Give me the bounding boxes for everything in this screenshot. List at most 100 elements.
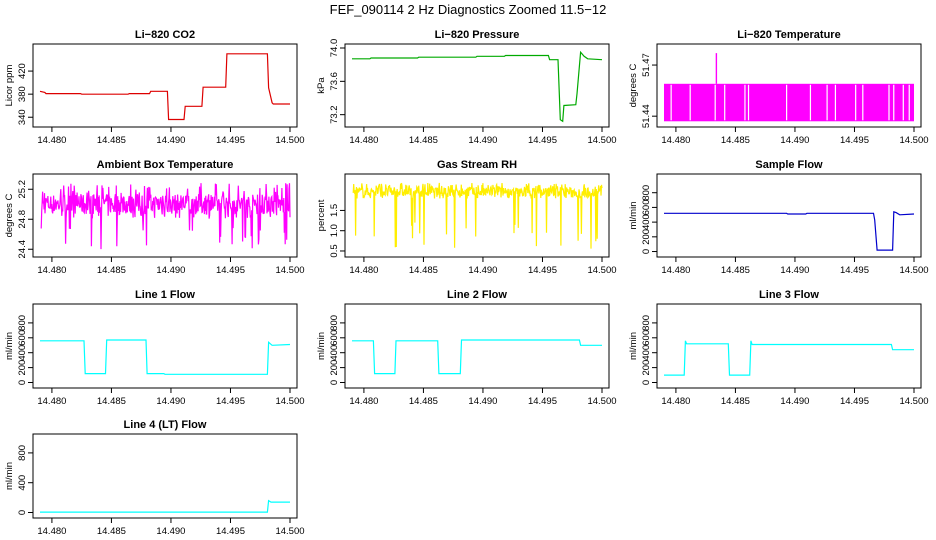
panel-title: Line 2 Flow xyxy=(447,289,507,301)
x-tick-label: 14.485 xyxy=(721,135,750,146)
y-tick-label: 74.0 xyxy=(329,39,340,58)
x-tick-label: 14.480 xyxy=(37,135,66,146)
chart-panel: Line 2 Flow 14.480 14.485 14.490 14.495 14.50… xyxy=(316,289,617,407)
y-tick-label: 200 xyxy=(641,360,652,376)
y-tick-label: 400 xyxy=(17,345,28,361)
y-tick-label: 0 xyxy=(329,380,340,385)
panel-title: Line 3 Flow xyxy=(759,289,819,301)
chart-panel: Line 4 (LT) Flow 14.480 14.485 14.490 14.495… xyxy=(4,419,305,537)
x-tick-label: 14.495 xyxy=(216,265,245,276)
panel-title: Line 1 Flow xyxy=(135,289,195,301)
y-axis-label: ml/min xyxy=(4,332,15,360)
x-tick-label: 14.500 xyxy=(275,396,304,407)
y-tick-label: 0 xyxy=(641,380,652,385)
series-line xyxy=(664,340,914,376)
plot-frame xyxy=(32,43,298,128)
x-tick-label: 14.480 xyxy=(661,265,690,276)
y-tick-label: 73.6 xyxy=(329,72,340,91)
panel-title: Line 4 (LT) Flow xyxy=(124,419,207,431)
x-tick-label: 14.495 xyxy=(216,135,245,146)
y-tick-label: 400 xyxy=(641,345,652,361)
y-tick-label: 400 xyxy=(17,475,28,491)
y-tick-label: 0 xyxy=(17,380,28,385)
series-line xyxy=(40,339,291,375)
y-tick-label: 420 xyxy=(17,63,28,79)
y-tick-label: 800 xyxy=(17,445,28,461)
y-tick-label: 24.4 xyxy=(17,240,28,259)
y-tick-label: 600 xyxy=(641,199,652,215)
y-tick-label: 400 xyxy=(641,214,652,230)
y-tick-label: 600 xyxy=(329,330,340,346)
y-axis-label: percent xyxy=(316,199,327,231)
y-tick-label: 340 xyxy=(17,109,28,125)
x-tick-label: 14.495 xyxy=(528,265,557,276)
y-tick-label: 400 xyxy=(329,345,340,361)
y-tick-label: 1.0 xyxy=(329,224,340,237)
x-tick-label: 14.490 xyxy=(156,396,185,407)
y-tick-label: 200 xyxy=(329,360,340,376)
chart-panel: Li−820 Temperature 14.480 14.485 14.490 14.4… xyxy=(628,29,929,146)
chart-panel: Line 1 Flow 14.480 14.485 14.490 14.495 14.50… xyxy=(4,289,305,407)
y-axis-label: kPa xyxy=(316,77,327,94)
series-band xyxy=(664,83,914,122)
x-tick-label: 14.480 xyxy=(37,526,66,537)
series-line xyxy=(352,50,603,123)
figure-title: FEF_090114 2 Hz Diagnostics Zoomed 11.5−… xyxy=(330,2,607,17)
y-axis-label: degrees C xyxy=(628,63,639,107)
x-tick-label: 14.500 xyxy=(899,396,928,407)
x-tick-label: 14.485 xyxy=(97,526,126,537)
y-tick-label: 51.47 xyxy=(641,53,652,77)
plot-frame xyxy=(344,173,610,258)
x-tick-label: 14.485 xyxy=(409,265,438,276)
plot-frame xyxy=(32,303,298,389)
y-tick-label: 380 xyxy=(17,86,28,102)
panel-title: Li−820 CO2 xyxy=(135,29,195,41)
y-tick-label: 73.2 xyxy=(329,105,340,124)
y-tick-label: 200 xyxy=(17,360,28,376)
panel-title: Li−820 Temperature xyxy=(737,29,840,41)
series-line xyxy=(40,499,290,513)
y-axis-label: Licor ppm xyxy=(4,65,15,107)
y-tick-label: 800 xyxy=(17,315,28,331)
y-tick-label: 600 xyxy=(641,330,652,346)
x-tick-label: 14.490 xyxy=(468,265,497,276)
x-tick-label: 14.500 xyxy=(587,135,616,146)
y-axis-label: ml/min xyxy=(628,202,639,230)
chart-panel: Gas Stream RH 14.480 14.485 14.490 14.495 14.… xyxy=(316,159,617,276)
x-tick-label: 14.480 xyxy=(661,135,690,146)
series-line xyxy=(40,183,291,250)
series-line xyxy=(664,210,915,251)
x-tick-label: 14.500 xyxy=(899,265,928,276)
x-tick-label: 14.490 xyxy=(780,135,809,146)
y-axis-label: ml/min xyxy=(628,332,639,360)
x-tick-label: 14.490 xyxy=(156,265,185,276)
series-line xyxy=(352,182,603,249)
plot-frame xyxy=(344,303,610,389)
y-tick-label: 200 xyxy=(641,229,652,245)
x-tick-label: 14.490 xyxy=(468,135,497,146)
y-axis-label: degrees C xyxy=(4,193,15,237)
x-tick-label: 14.500 xyxy=(275,135,304,146)
x-tick-label: 14.495 xyxy=(840,396,869,407)
plot-frame xyxy=(32,433,298,519)
x-tick-label: 14.485 xyxy=(97,396,126,407)
x-tick-label: 14.485 xyxy=(97,135,126,146)
chart-panels: Li−820 CO2 14.480 14.485 14.490 14.495 14.500… xyxy=(4,29,929,537)
series-line xyxy=(352,339,602,375)
y-tick-label: 800 xyxy=(329,315,340,331)
chart-panel: Ambient Box Temperature 14.480 14.485 14.49… xyxy=(4,159,305,276)
y-tick-label: 0.5 xyxy=(329,244,340,257)
x-tick-label: 14.485 xyxy=(721,396,750,407)
x-tick-label: 14.495 xyxy=(840,265,869,276)
plot-frame xyxy=(32,173,298,258)
y-tick-label: 25.2 xyxy=(17,180,28,199)
x-tick-label: 14.500 xyxy=(899,135,928,146)
x-tick-label: 14.495 xyxy=(216,526,245,537)
x-tick-label: 14.480 xyxy=(349,265,378,276)
panel-title: Gas Stream RH xyxy=(437,159,517,171)
plot-frame xyxy=(656,173,922,258)
plot-frame xyxy=(656,303,922,389)
y-tick-label: 51.44 xyxy=(641,104,652,128)
x-tick-label: 14.480 xyxy=(37,265,66,276)
